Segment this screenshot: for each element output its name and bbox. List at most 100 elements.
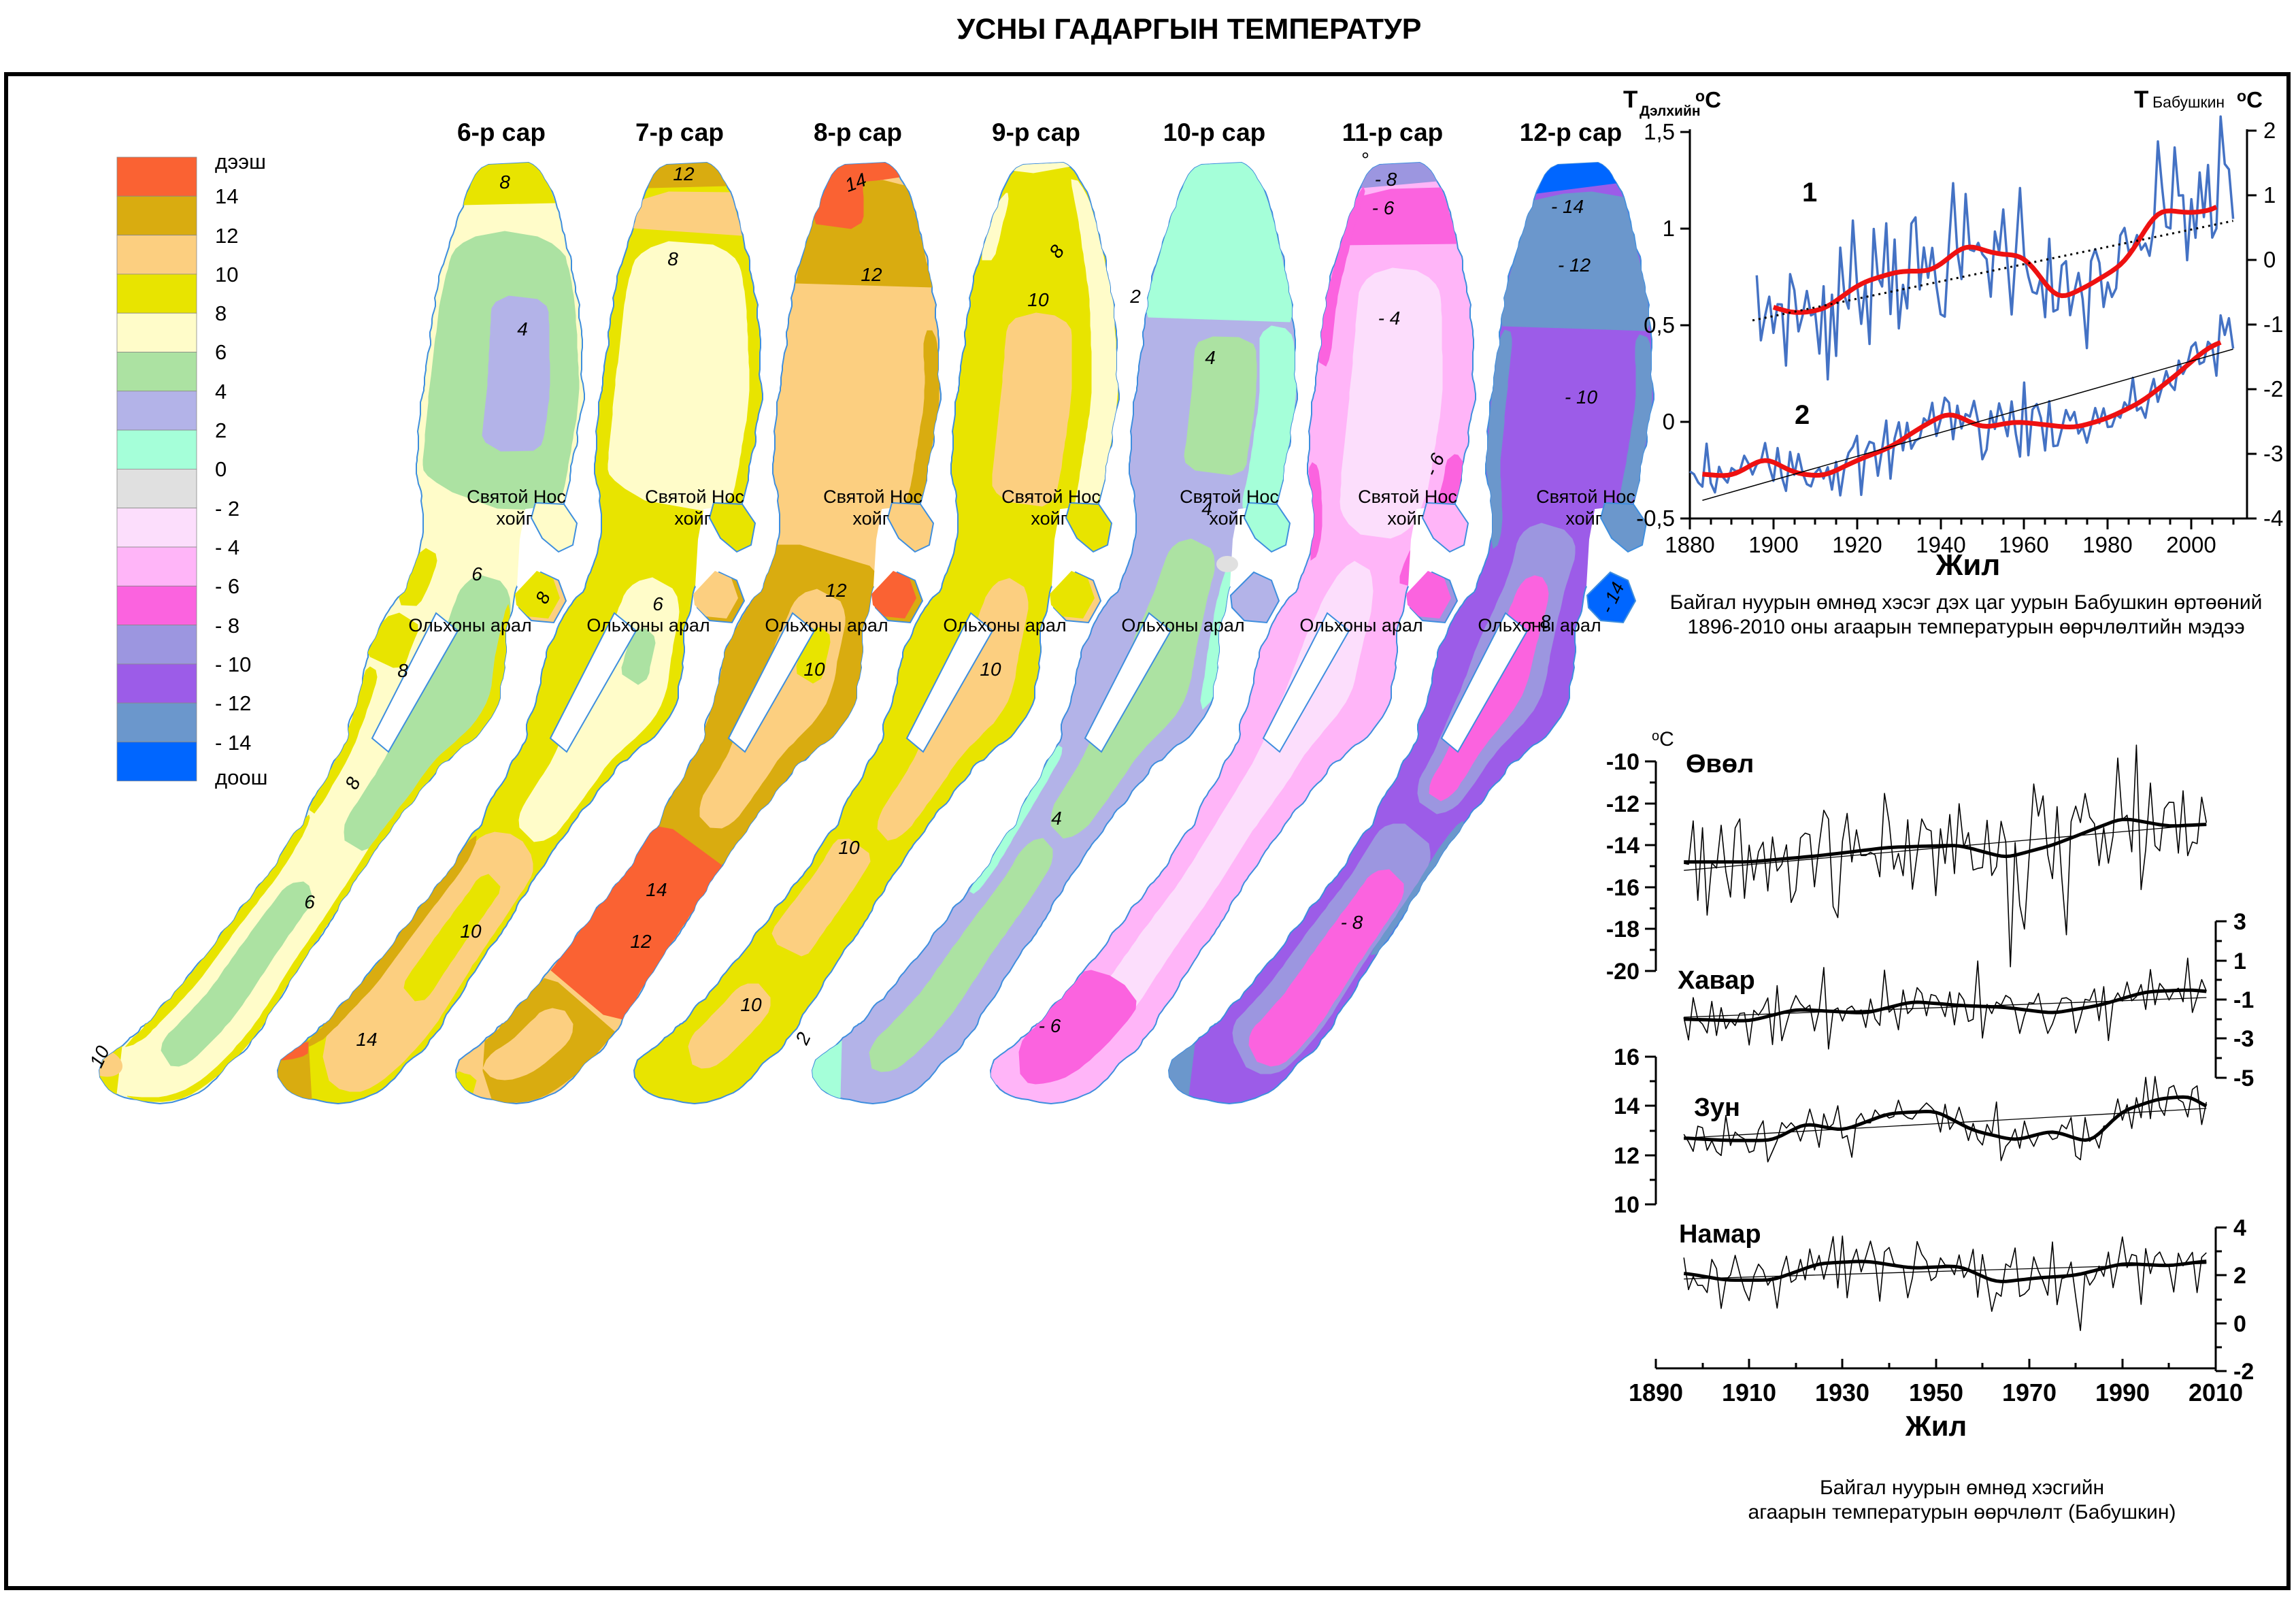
svg-text:Өвөл: Өвөл [1686, 750, 1754, 778]
svg-text:-4: -4 [2263, 506, 2283, 531]
svg-text:4: 4 [215, 380, 227, 403]
svg-text:1970: 1970 [2002, 1379, 2057, 1406]
svg-text:10: 10 [740, 994, 762, 1015]
svg-text:2: 2 [1129, 286, 1141, 307]
svg-text:агаарын температурын өөрчлөлт: агаарын температурын өөрчлөлт (Бабушкин) [1748, 1501, 2176, 1523]
svg-text:-10: -10 [1606, 749, 1640, 775]
svg-text:1900: 1900 [1748, 532, 1798, 557]
svg-text:2000: 2000 [2166, 532, 2216, 557]
svg-text:1940: 1940 [1916, 532, 1965, 557]
svg-text:6: 6 [215, 340, 227, 364]
svg-text:Байгал нуурын өмнөд хэсэг дэх: Байгал нуурын өмнөд хэсэг дэх цаг уурын … [1670, 591, 2263, 614]
svg-text:хойг: хойг [496, 508, 532, 529]
svg-text:12-р сар: 12-р сар [1520, 118, 1623, 146]
svg-text:- 6: - 6 [1039, 1015, 1061, 1036]
svg-text:8: 8 [667, 248, 678, 269]
svg-text:°: ° [1361, 149, 1369, 171]
svg-text:11-р сар: 11-р сар [1342, 118, 1444, 146]
svg-text:6-р сар: 6-р сар [457, 118, 546, 146]
svg-text:- 8: - 8 [1341, 912, 1363, 933]
svg-text:Байгал нуурын өмнөд хэсгийн: Байгал нуурын өмнөд хэсгийн [1820, 1477, 2104, 1499]
svg-text:1880: 1880 [1665, 532, 1714, 557]
svg-text:6: 6 [471, 563, 482, 584]
svg-text:3: 3 [2233, 909, 2246, 935]
svg-text:Хавар: Хавар [1678, 966, 1755, 995]
svg-text:0: 0 [1663, 409, 1675, 434]
svg-text:-18: -18 [1606, 917, 1640, 942]
svg-text:Ольхоны арал: Ольхоны арал [1121, 615, 1244, 636]
svg-text:1920: 1920 [1832, 532, 1882, 557]
svg-text:- 8: - 8 [1375, 169, 1397, 190]
svg-text:Святой Нос: Святой Нос [645, 487, 744, 507]
svg-text:1950: 1950 [1909, 1379, 1963, 1406]
svg-text:-1: -1 [2233, 987, 2254, 1013]
svg-text:1960: 1960 [1999, 532, 2048, 557]
svg-text:1: 1 [1802, 178, 1817, 208]
svg-text:Т: Т [2134, 86, 2148, 113]
svg-text:Дэлхийн: Дэлхийн [1640, 103, 1701, 119]
svg-text:12: 12 [630, 931, 652, 952]
svg-text:-3: -3 [2263, 441, 2283, 466]
svg-text:-20: -20 [1606, 959, 1640, 985]
svg-text:Ольхоны арал: Ольхоны арал [586, 615, 710, 636]
svg-text:9-р сар: 9-р сар [992, 118, 1080, 146]
svg-text:- 10: - 10 [1565, 386, 1598, 408]
svg-text:Жил: Жил [1935, 548, 2001, 582]
svg-text:хойг: хойг [1387, 508, 1423, 529]
svg-text:1: 1 [1663, 216, 1675, 241]
svg-text:Жил: Жил [1905, 1410, 1967, 1442]
svg-text:6: 6 [304, 891, 315, 912]
svg-text:-12: -12 [1606, 791, 1640, 817]
svg-text:8-р сар: 8-р сар [814, 118, 902, 146]
svg-text:1,5: 1,5 [1644, 119, 1675, 144]
svg-text:2010: 2010 [2189, 1379, 2243, 1406]
svg-text:доош: доош [215, 765, 267, 789]
svg-text:1896-2010 оны агаарын температ: 1896-2010 оны агаарын температурын өөрчл… [1687, 616, 2244, 638]
svg-text:10: 10 [838, 837, 860, 858]
svg-text:10: 10 [980, 659, 1001, 680]
svg-text:12: 12 [215, 224, 238, 248]
svg-text:Ольхоны арал: Ольхоны арал [943, 615, 1066, 636]
svg-text:хойг: хойг [1565, 508, 1601, 529]
svg-text:оС: оС [1695, 87, 1721, 112]
svg-text:-3: -3 [2233, 1026, 2254, 1052]
svg-text:- 8: - 8 [1529, 611, 1551, 632]
svg-text:4: 4 [1205, 347, 1216, 368]
svg-text:Ольхоны арал: Ольхоны арал [1299, 615, 1422, 636]
svg-text:оС: оС [2237, 87, 2263, 112]
svg-text:- 4: - 4 [1378, 308, 1401, 329]
svg-text:14: 14 [1614, 1093, 1640, 1119]
svg-text:- 12: - 12 [215, 691, 251, 715]
svg-text:Ольхоны арал: Ольхоны арал [765, 615, 888, 636]
svg-text:УСНЫ ГАДАРГЫН ТЕМПЕРАТУР: УСНЫ ГАДАРГЫН ТЕМПЕРАТУР [957, 13, 1422, 46]
svg-text:1910: 1910 [1722, 1379, 1776, 1406]
svg-text:Святой Нос: Святой Нос [823, 487, 922, 507]
svg-text:10: 10 [1614, 1192, 1640, 1218]
svg-text:- 6: - 6 [1372, 197, 1395, 218]
svg-text:1990: 1990 [2095, 1379, 2150, 1406]
svg-text:- 12: - 12 [1558, 254, 1591, 276]
svg-text:Ольхоны арал: Ольхоны арал [408, 615, 531, 636]
svg-text:0,5: 0,5 [1644, 312, 1675, 337]
svg-text:Святой Нос: Святой Нос [1358, 487, 1457, 507]
svg-text:10: 10 [1027, 289, 1049, 310]
svg-text:1980: 1980 [2082, 532, 2132, 557]
svg-text:10-р сар: 10-р сар [1163, 118, 1266, 146]
svg-text:- 8: - 8 [215, 614, 239, 638]
svg-text:12: 12 [825, 580, 847, 601]
svg-text:0: 0 [2263, 247, 2276, 272]
svg-text:- 14: - 14 [215, 731, 251, 755]
svg-text:1: 1 [2263, 182, 2276, 208]
svg-text:Святой Нос: Святой Нос [467, 487, 566, 507]
svg-text:- 14: - 14 [1551, 196, 1584, 217]
svg-text:1930: 1930 [1815, 1379, 1869, 1406]
svg-text:-5: -5 [2233, 1066, 2254, 1091]
svg-text:-0,5: -0,5 [1636, 506, 1675, 531]
svg-text:- 10: - 10 [215, 653, 251, 676]
svg-text:12: 12 [861, 264, 882, 285]
svg-text:4: 4 [517, 318, 528, 340]
svg-text:2: 2 [1795, 400, 1810, 430]
svg-text:Намар: Намар [1679, 1220, 1761, 1249]
svg-text:0: 0 [215, 457, 227, 481]
svg-text:2: 2 [2233, 1263, 2246, 1289]
